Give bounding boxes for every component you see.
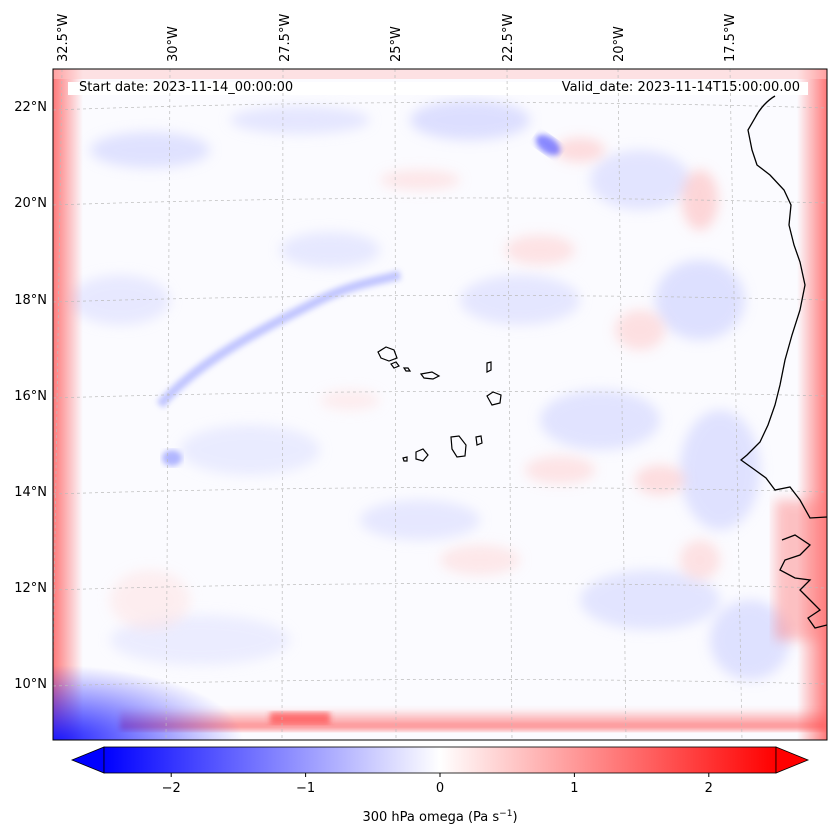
colorbar-tick-label: −2	[162, 781, 181, 796]
lat-label: 16°N	[14, 389, 47, 404]
valid-date: Valid_date: 2023-11-14T15:00:00.00	[562, 80, 800, 95]
colorbar-min-arrow	[70, 746, 105, 774]
lat-label: 18°N	[14, 293, 47, 308]
lat-label: 14°N	[14, 485, 47, 500]
blue-band	[156, 270, 402, 408]
lat-label: 20°N	[14, 196, 47, 211]
blue-spot	[162, 450, 182, 466]
omega-field	[53, 69, 827, 740]
gridlines	[53, 69, 827, 740]
blue-corner	[53, 665, 243, 740]
colorbar-gradient	[103, 746, 777, 774]
blue-patches	[70, 100, 790, 680]
cape-verde-islands	[377, 346, 502, 462]
colorbar: −2 −1 0 1 2 300 hPa omega (Pa s−1)	[70, 746, 810, 825]
map-frame	[52, 68, 828, 741]
island-boa-vista	[486, 391, 502, 406]
island-fogo	[415, 448, 429, 462]
start-date: Start date: 2023-11-14_00:00:00	[79, 80, 293, 95]
lat-label: 10°N	[14, 677, 47, 692]
bottom-red-core	[270, 712, 330, 724]
island-santa-luzia	[402, 367, 412, 372]
lon-label: 22.5°W	[501, 14, 516, 62]
lon-label: 17.5°W	[723, 14, 738, 62]
colorbar-tick-label: 0	[436, 781, 444, 796]
island-sal	[486, 361, 492, 373]
coastline-south	[779, 534, 827, 629]
colorbar-tick-label: 2	[705, 781, 713, 796]
coastal-red-patch	[775, 500, 827, 640]
top-edge-band	[53, 69, 827, 79]
lon-label: 20°W	[612, 26, 627, 62]
map-panel: Start date: 2023-11-14_00:00:00 Valid_da…	[52, 68, 828, 741]
lat-label: 12°N	[14, 581, 47, 596]
colorbar-label: 300 hPa omega (Pa s−1)	[362, 809, 517, 825]
longitude-labels: 32.5°W 30°W 27.5°W 25°W 22.5°W 20°W 17.5…	[56, 14, 738, 62]
red-patches	[110, 138, 720, 630]
lon-label: 25°W	[389, 26, 404, 62]
colorbar-tick-label: 1	[570, 781, 578, 796]
island-santo-antao	[377, 346, 398, 362]
island-maio	[475, 435, 483, 446]
lon-label: 30°W	[166, 26, 181, 62]
island-sao-vicente	[390, 361, 400, 369]
blue-core	[535, 134, 561, 156]
lon-label: 32.5°W	[56, 14, 71, 62]
colorbar-max-arrow	[775, 746, 810, 774]
colorbar-ticks: −2 −1 0 1 2	[162, 773, 713, 796]
coastline	[739, 95, 827, 519]
island-santiago	[450, 435, 467, 458]
colorbar-tick-label: −1	[296, 781, 315, 796]
island-brava	[402, 456, 408, 462]
left-edge-band	[53, 69, 83, 740]
lon-label: 27.5°W	[278, 14, 293, 62]
lat-label: 22°N	[14, 100, 47, 115]
island-sao-nicolau	[419, 371, 441, 380]
header-strip	[68, 82, 808, 95]
latitude-labels: 22°N 20°N 18°N 16°N 14°N 12°N 10°N	[14, 100, 47, 692]
